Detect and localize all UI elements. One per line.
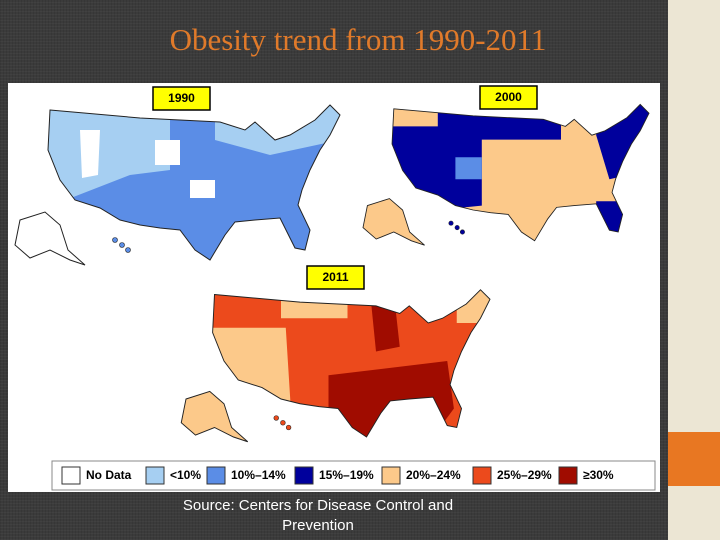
state-group [455,157,482,180]
year-label-box [479,85,538,110]
map-outline [47,104,341,261]
map-outline [391,103,650,242]
state-group [48,105,170,210]
legend-label: 15%–19% [319,468,374,482]
hawaii [119,242,125,248]
legend-swatch [145,466,165,485]
state-group [371,304,400,352]
legend-swatch [206,466,226,485]
side-accent [668,432,720,486]
hawaii [273,415,279,421]
legend-swatch [61,466,81,485]
year-label: 2011 [322,270,348,284]
year-label: 2000 [495,90,522,104]
state-group [190,180,215,198]
legend-swatch [558,466,578,485]
legend-label: 25%–29% [497,468,552,482]
hawaii [112,237,118,243]
legend-swatch [294,466,314,485]
map-base [212,289,490,437]
source-note: Source: Centers for Disease Control and … [182,497,454,534]
state-group [155,140,180,165]
legend-label: 20%–24% [406,468,461,482]
hawaii [454,225,460,231]
hawaii [280,420,286,426]
state-group [80,130,100,178]
year-label-box [152,86,211,111]
legend-label: <10% [170,468,201,482]
legend-swatch [472,466,492,485]
year-label-box [306,265,365,290]
alaska [180,390,249,443]
slide-title: Obesity trend from 1990-2011 [169,22,547,57]
legend-label: No Data [86,468,132,482]
alaska [362,198,425,246]
hawaii [448,220,454,226]
legend-swatch [381,466,401,485]
legend-label: ≥30% [583,468,614,482]
map-panel: 1990 2000 2011 No Data <10% 10%–14% 15%–19% 20%… [8,83,660,492]
map-outline [212,289,491,438]
legend-label: 10%–14% [231,468,286,482]
alaska [14,211,86,266]
hawaii [285,424,292,431]
year-label: 1990 [168,91,195,105]
hawaii [459,229,465,235]
hawaii [125,247,131,253]
